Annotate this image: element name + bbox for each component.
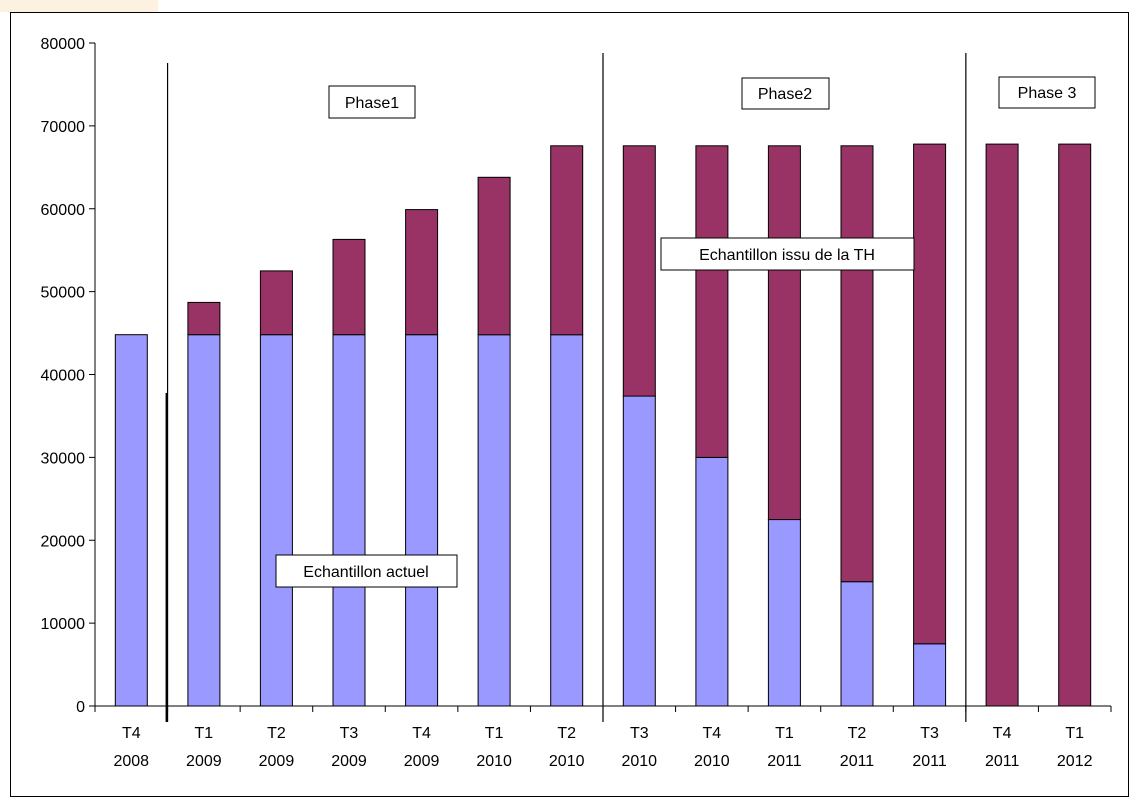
bar-th-10 [840, 145, 874, 583]
bar-th-7 [622, 145, 656, 397]
x-label-quarter-1: T1 [195, 725, 214, 742]
actuel-series-label: Echantillon actuel [275, 554, 458, 588]
bar-actuel-9 [767, 519, 801, 707]
corner-tab [0, 0, 158, 12]
y-tick-label-6: 60000 [41, 202, 86, 219]
bar-actuel-3 [332, 334, 366, 707]
x-label-year-0: 2008 [113, 753, 149, 770]
x-label-year-8: 2010 [694, 753, 730, 770]
x-label-year-10: 2011 [840, 753, 875, 770]
actuel-series-text: Echantillon actuel [303, 564, 428, 581]
y-tick-label-4: 40000 [41, 368, 86, 385]
x-label-year-1: 2009 [186, 753, 222, 770]
x-label-quarter-9: T1 [775, 725, 794, 742]
bar-actuel-10 [840, 581, 874, 707]
bar-th-5 [477, 176, 511, 336]
y-tick-label-1: 10000 [41, 616, 86, 633]
phase-dividers [165, 53, 967, 722]
bar-actuel-2 [259, 334, 293, 707]
x-label-quarter-12: T4 [993, 725, 1012, 742]
x-label-quarter-2: T2 [267, 725, 286, 742]
axes-layer: 0 10000 20000 30000 40000 50000 60000 70000 8000… [41, 36, 1112, 770]
bar-actuel-8 [695, 456, 729, 707]
bar-actuel-4 [405, 334, 439, 707]
x-label-quarter-6: T2 [557, 725, 576, 742]
stacked-bar-chart: 0 10000 20000 30000 40000 50000 60000 70000 8000… [41, 36, 1112, 770]
bar-actuel-5 [477, 334, 511, 707]
bar-th-9 [767, 145, 801, 521]
x-label-quarter-8: T4 [703, 725, 722, 742]
y-tick-label-5: 50000 [41, 285, 86, 302]
bar-th-8 [695, 145, 729, 458]
chart-frame: 0 10000 20000 30000 40000 50000 60000 70000 8000… [10, 12, 1129, 797]
y-tick-label-3: 30000 [41, 450, 86, 467]
bar-actuel-0 [114, 334, 148, 707]
th-series-label: Echantillon issu de la TH [660, 237, 915, 271]
bar-actuel-6 [550, 334, 584, 707]
x-label-quarter-7: T3 [630, 725, 649, 742]
x-label-quarter-3: T3 [340, 725, 359, 742]
phase3-label: Phase 3 [998, 76, 1096, 109]
bar-actuel-11 [913, 643, 947, 707]
x-label-quarter-13: T1 [1065, 725, 1084, 742]
bar-th-1 [187, 301, 221, 336]
x-label-quarter-4: T4 [412, 725, 431, 742]
x-label-year-12: 2011 [985, 753, 1020, 770]
bar-actuel-1 [187, 334, 221, 707]
x-label-year-6: 2010 [549, 753, 585, 770]
x-label-quarter-0: T4 [122, 725, 141, 742]
y-tick-label-7: 70000 [41, 119, 86, 136]
x-label-year-13: 2012 [1057, 753, 1093, 770]
x-label-year-2: 2009 [259, 753, 295, 770]
bar-th-13 [1058, 143, 1092, 707]
bar-actuel-7 [622, 395, 656, 707]
phase3-text: Phase 3 [1018, 85, 1077, 102]
bars-layer [114, 143, 1092, 707]
bar-th-12 [985, 143, 1019, 707]
phase2-label: Phase2 [741, 77, 830, 110]
bar-th-6 [550, 145, 584, 336]
bar-th-11 [913, 143, 947, 645]
x-label-year-9: 2011 [767, 753, 802, 770]
phase2-text: Phase2 [758, 86, 812, 103]
annotation-labels: Phase1 Phase2 Phase 3 Echantillon issu d… [275, 76, 1096, 588]
x-label-year-3: 2009 [331, 753, 367, 770]
bar-th-2 [259, 270, 293, 336]
x-label-year-7: 2010 [621, 753, 657, 770]
bar-th-3 [332, 238, 366, 336]
bar-th-4 [405, 209, 439, 336]
x-label-quarter-5: T1 [485, 725, 504, 742]
x-label-year-11: 2011 [912, 753, 947, 770]
phase1-text: Phase1 [345, 95, 399, 112]
x-label-quarter-10: T2 [848, 725, 867, 742]
y-tick-label-8: 80000 [41, 36, 86, 53]
phase1-label: Phase1 [328, 85, 416, 119]
y-tick-label-0: 0 [76, 699, 85, 716]
th-series-text: Echantillon issu de la TH [699, 247, 875, 264]
x-label-year-4: 2009 [404, 753, 440, 770]
x-label-year-5: 2010 [476, 753, 512, 770]
y-tick-label-2: 20000 [41, 533, 86, 550]
x-label-quarter-11: T3 [920, 725, 939, 742]
